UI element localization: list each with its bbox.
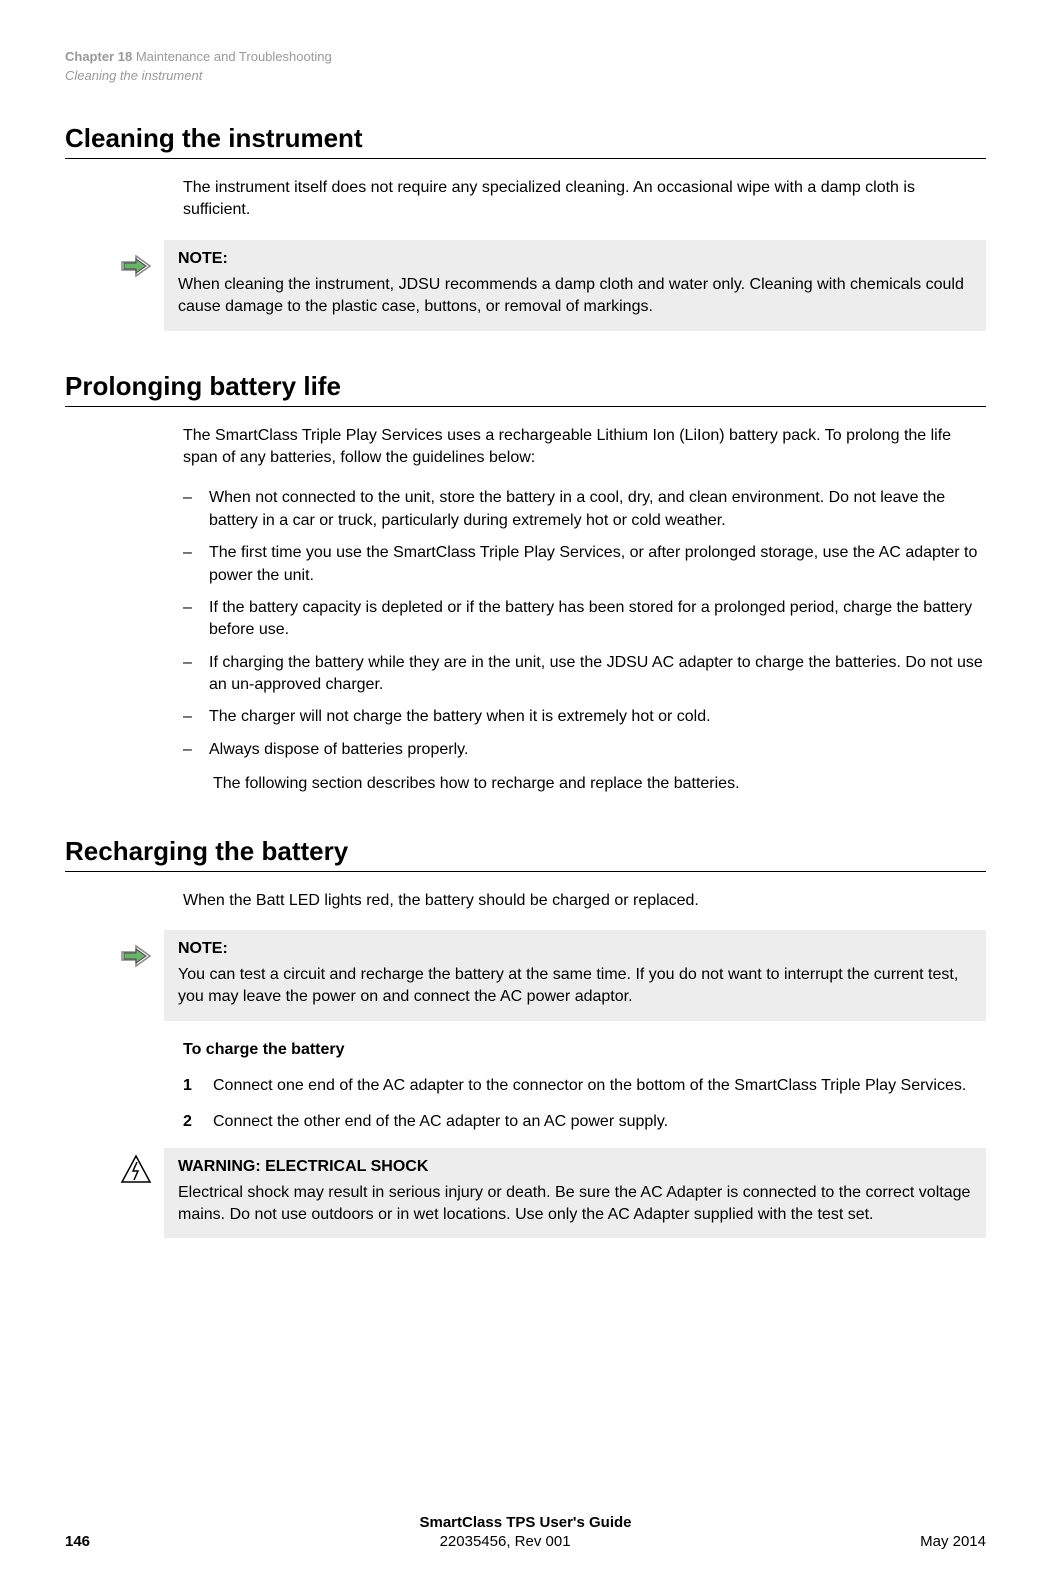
footer-title: SmartClass TPS User's Guide (65, 1514, 986, 1531)
intro-text: The instrument itself does not require a… (183, 177, 986, 222)
trailing-text: The following section describes how to r… (213, 773, 986, 795)
bullet-marker: – (183, 597, 209, 642)
header-section: Cleaning the instrument (65, 68, 986, 83)
footer-row: 146 22035456, Rev 001 May 2014 (65, 1533, 986, 1550)
section-recharging: Recharging the battery When the Batt LED… (65, 836, 986, 1239)
page-footer: SmartClass TPS User's Guide 146 22035456… (65, 1514, 986, 1550)
warning-title: WARNING: ELECTRICAL SHOCK (178, 1158, 972, 1176)
warning-content: WARNING: ELECTRICAL SHOCK Electrical sho… (164, 1148, 986, 1239)
bullet-marker: – (183, 739, 209, 761)
bullet-text: The first time you use the SmartClass Tr… (209, 542, 986, 587)
list-item: – The first time you use the SmartClass … (183, 542, 986, 587)
sub-heading: To charge the battery (183, 1041, 986, 1059)
page-header: Chapter 18 Maintenance and Troubleshooti… (65, 48, 986, 83)
bullet-text: Always dispose of batteries properly. (209, 739, 986, 761)
content-area: The SmartClass Triple Play Services uses… (183, 425, 986, 796)
note-content: NOTE: When cleaning the instrument, JDSU… (164, 240, 986, 331)
step-number: 1 (183, 1075, 213, 1097)
bullet-marker: – (183, 652, 209, 697)
step-item: 2 Connect the other end of the AC adapte… (183, 1111, 986, 1133)
step-text: Connect one end of the AC adapter to the… (213, 1075, 986, 1097)
step-number: 2 (183, 1111, 213, 1133)
note-box: NOTE: You can test a circuit and recharg… (120, 930, 986, 1021)
list-item: – Always dispose of batteries properly. (183, 739, 986, 761)
warning-shock-icon (120, 1148, 164, 1191)
note-title: NOTE: (178, 250, 972, 268)
chapter-line: Chapter 18 Maintenance and Troubleshooti… (65, 48, 986, 66)
list-item: – When not connected to the unit, store … (183, 487, 986, 532)
warning-box: WARNING: ELECTRICAL SHOCK Electrical sho… (120, 1148, 986, 1239)
page-number: 146 (65, 1533, 90, 1550)
note-body: When cleaning the instrument, JDSU recom… (178, 274, 972, 319)
step-item: 1 Connect one end of the AC adapter to t… (183, 1075, 986, 1097)
bullet-text: The charger will not charge the battery … (209, 706, 986, 728)
intro-text: When the Batt LED lights red, the batter… (183, 890, 986, 912)
note-arrow-icon (120, 240, 164, 285)
note-title: NOTE: (178, 940, 972, 958)
list-item: – If the battery capacity is depleted or… (183, 597, 986, 642)
bullet-text: When not connected to the unit, store th… (209, 487, 986, 532)
note-box: NOTE: When cleaning the instrument, JDSU… (120, 240, 986, 331)
section-title: Prolonging battery life (65, 371, 986, 407)
content-area: To charge the battery 1 Connect one end … (183, 1041, 986, 1134)
bullet-text: If the battery capacity is depleted or i… (209, 597, 986, 642)
list-item: – The charger will not charge the batter… (183, 706, 986, 728)
intro-text: The SmartClass Triple Play Services uses… (183, 425, 986, 470)
chapter-number: Chapter 18 (65, 49, 136, 64)
doc-id: 22035456, Rev 001 (440, 1533, 571, 1550)
list-item: – If charging the battery while they are… (183, 652, 986, 697)
bullet-list: – When not connected to the unit, store … (183, 487, 986, 761)
bullet-marker: – (183, 706, 209, 728)
note-body: You can test a circuit and recharge the … (178, 964, 972, 1009)
section-cleaning: Cleaning the instrument The instrument i… (65, 123, 986, 331)
section-battery-life: Prolonging battery life The SmartClass T… (65, 371, 986, 796)
warning-body: Electrical shock may result in serious i… (178, 1182, 972, 1227)
note-arrow-icon (120, 930, 164, 975)
chapter-title: Maintenance and Troubleshooting (136, 49, 332, 64)
section-title: Cleaning the instrument (65, 123, 986, 159)
bullet-text: If charging the battery while they are i… (209, 652, 986, 697)
step-text: Connect the other end of the AC adapter … (213, 1111, 986, 1133)
content-area: When the Batt LED lights red, the batter… (183, 890, 986, 912)
section-title: Recharging the battery (65, 836, 986, 872)
bullet-marker: – (183, 487, 209, 532)
doc-date: May 2014 (920, 1533, 986, 1550)
bullet-marker: – (183, 542, 209, 587)
content-area: The instrument itself does not require a… (183, 177, 986, 222)
note-content: NOTE: You can test a circuit and recharg… (164, 930, 986, 1021)
